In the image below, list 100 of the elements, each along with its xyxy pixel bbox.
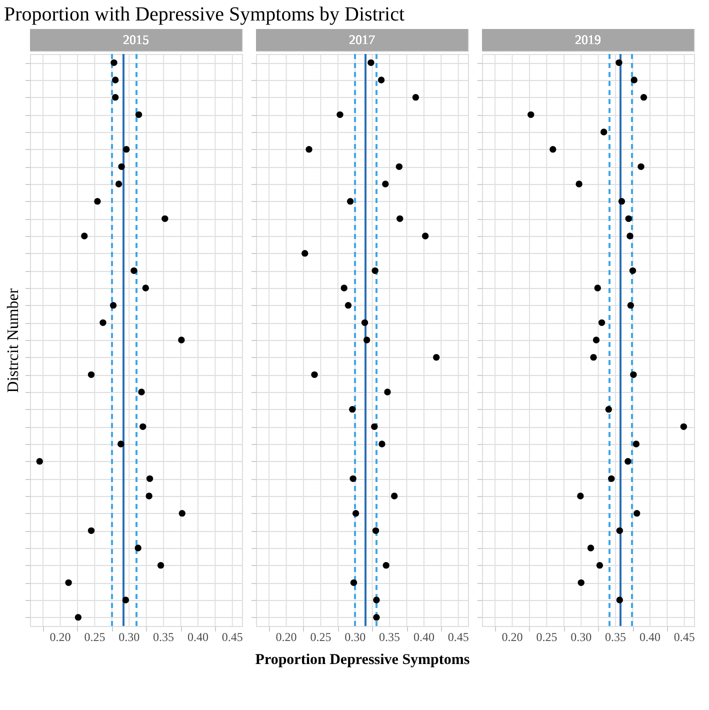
point xyxy=(178,510,186,517)
x-tick-label: 0.45 xyxy=(222,630,243,644)
point xyxy=(616,59,622,66)
point xyxy=(100,319,106,326)
point xyxy=(344,302,352,309)
point xyxy=(373,614,380,621)
point xyxy=(382,180,389,188)
x-tick-label: 0.35 xyxy=(379,630,400,644)
point xyxy=(311,371,318,378)
point xyxy=(368,59,374,66)
point xyxy=(590,354,597,361)
point xyxy=(36,458,43,465)
x-tick-label: 0.30 xyxy=(570,630,592,644)
point xyxy=(146,492,152,500)
x-tick-label: 0.30 xyxy=(344,630,366,644)
point xyxy=(528,111,534,118)
point xyxy=(350,579,358,586)
point xyxy=(626,232,634,240)
point xyxy=(346,198,354,205)
point xyxy=(634,510,640,517)
x-tick-label: 0.45 xyxy=(674,630,695,644)
point xyxy=(638,163,644,170)
point xyxy=(142,284,149,292)
x-tick-label: 0.20 xyxy=(50,630,71,644)
chart-subtitle: 2015 xyxy=(123,32,149,47)
point xyxy=(146,475,154,482)
point xyxy=(110,59,118,66)
point xyxy=(629,267,636,274)
point xyxy=(640,94,648,101)
point xyxy=(412,94,420,101)
chart-subtitle: 2017 xyxy=(349,32,376,47)
point xyxy=(123,146,130,153)
point xyxy=(608,475,615,482)
point xyxy=(618,198,626,205)
point xyxy=(382,562,390,569)
point xyxy=(432,354,440,361)
point xyxy=(550,146,556,153)
point xyxy=(302,250,308,257)
x-tick-label: 0.45 xyxy=(448,630,469,644)
point xyxy=(384,388,391,396)
point xyxy=(306,146,312,153)
point xyxy=(378,76,385,84)
point xyxy=(627,302,634,309)
x-tick-label: 0.25 xyxy=(310,630,332,644)
point xyxy=(118,440,124,448)
x-tick-label: 0.40 xyxy=(639,630,660,644)
point xyxy=(594,284,601,292)
point xyxy=(352,510,360,517)
point xyxy=(390,492,398,500)
x-tick-label: 0.20 xyxy=(502,630,523,644)
point xyxy=(115,180,122,188)
point xyxy=(140,423,146,430)
point xyxy=(372,527,380,534)
point xyxy=(130,267,138,274)
x-tick-label: 0.40 xyxy=(187,630,208,644)
point xyxy=(598,319,606,326)
point xyxy=(74,614,82,621)
point xyxy=(88,527,95,534)
point xyxy=(396,163,403,170)
x-tick-label: 0.35 xyxy=(153,630,174,644)
point xyxy=(157,562,164,569)
point xyxy=(178,336,185,344)
point xyxy=(378,440,386,448)
point xyxy=(587,544,594,552)
point xyxy=(118,163,125,170)
point xyxy=(122,596,130,604)
point xyxy=(372,267,378,274)
point xyxy=(630,76,638,84)
point xyxy=(112,94,119,101)
point xyxy=(605,406,612,413)
point xyxy=(578,579,584,586)
x-tick-label: 0.25 xyxy=(84,630,106,644)
point xyxy=(94,198,101,205)
point xyxy=(680,423,688,430)
y-axis-title: Distrcit Number xyxy=(5,288,22,393)
point xyxy=(65,579,72,586)
point xyxy=(632,440,640,448)
point xyxy=(371,423,378,430)
point xyxy=(630,371,637,378)
point xyxy=(600,128,608,136)
point xyxy=(363,336,370,344)
point xyxy=(592,336,600,344)
point xyxy=(596,562,604,569)
point xyxy=(81,232,88,240)
point xyxy=(577,492,584,500)
point xyxy=(349,406,356,413)
point xyxy=(112,76,119,84)
x-tick-label: 0.40 xyxy=(413,630,434,644)
point xyxy=(340,284,348,292)
x-tick-label: 0.30 xyxy=(118,630,140,644)
point xyxy=(616,527,624,534)
point xyxy=(373,596,380,604)
x-tick-label: 0.35 xyxy=(605,630,626,644)
point xyxy=(616,596,624,604)
chart-subtitle: 2019 xyxy=(575,32,601,47)
x-tick-label: 0.25 xyxy=(536,630,558,644)
x-axis-title: Proportion Depressive Symptoms xyxy=(255,652,470,668)
point xyxy=(162,215,168,222)
point xyxy=(138,388,145,396)
point xyxy=(134,544,142,552)
